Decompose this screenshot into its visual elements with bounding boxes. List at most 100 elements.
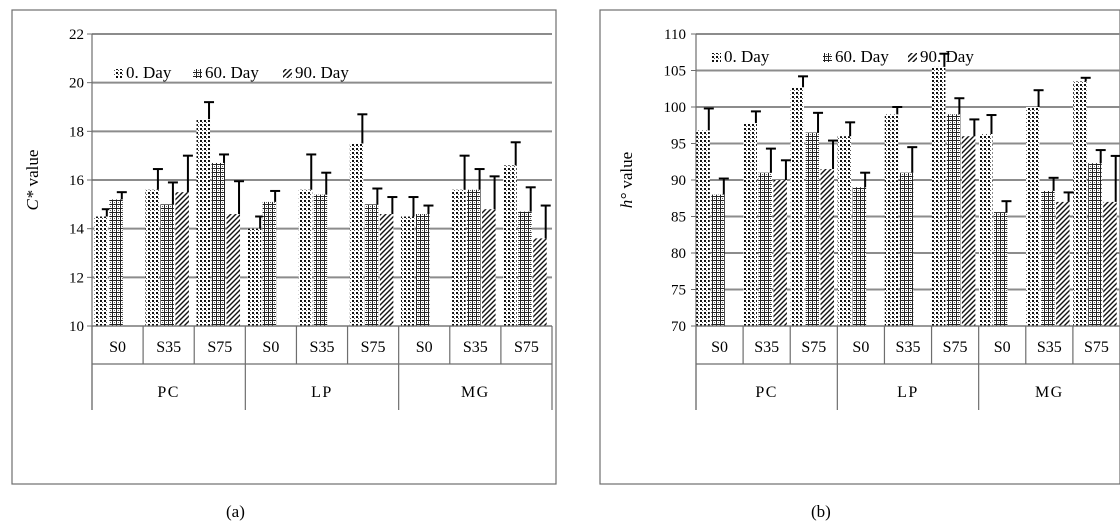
bar (978, 134, 993, 326)
x-tick-label: S0 (109, 339, 126, 356)
y-tick-label: 85 (671, 210, 686, 226)
legend-swatch (712, 53, 721, 62)
y-tick-label: 10 (69, 319, 84, 335)
x-tick-label: S35 (754, 339, 779, 356)
bar (1103, 201, 1117, 326)
bar (247, 228, 262, 326)
legend: 0. Day 60. Day 90. Day (712, 47, 974, 66)
y-tick-label: 80 (671, 246, 686, 262)
bar (415, 214, 430, 326)
bar (482, 209, 496, 326)
bar (790, 87, 805, 326)
bar (533, 238, 547, 326)
bar (298, 189, 313, 326)
group-label: PC (755, 384, 778, 401)
x-tick-label: S75 (207, 339, 232, 356)
x-tick-label: S0 (262, 339, 279, 356)
x-tick-label: S35 (156, 339, 181, 356)
bar (1073, 81, 1087, 326)
y-axis-label: C* value (23, 150, 42, 211)
y-axis-label-symbol: C* (23, 190, 42, 210)
bar (961, 136, 976, 326)
chart-frame (599, 9, 1120, 485)
y-tick-label: 22 (69, 27, 84, 43)
x-tick-label: S35 (310, 339, 335, 356)
group-label: PC (157, 384, 180, 401)
legend-label: 0. Day (126, 63, 172, 82)
bar (145, 189, 159, 326)
bar (518, 211, 532, 326)
x-tick-label: S0 (852, 339, 869, 356)
bar (773, 180, 787, 326)
x-tick-label: S75 (943, 339, 968, 356)
y-tick-label: 20 (69, 76, 84, 92)
y-tick-label: 70 (671, 319, 686, 335)
y-tick-label: 90 (671, 173, 686, 189)
bar (175, 192, 189, 326)
bar (211, 162, 226, 326)
bar (696, 130, 710, 326)
x-tick-label: S0 (416, 339, 433, 356)
legend-swatch (114, 69, 123, 78)
chart-b: 70 75 80 85 90 95 100 105 110 h° value S0 S35 S75 S0 S… (599, 9, 1120, 485)
y-axis-label-symbol: h° (617, 193, 636, 209)
x-tick-label: S0 (994, 339, 1011, 356)
bar (94, 216, 108, 326)
x-tick-label: S75 (514, 339, 539, 356)
bar (884, 114, 899, 326)
bar (852, 187, 867, 326)
bar (837, 136, 852, 326)
x-tick-label: S35 (463, 339, 488, 356)
bar (946, 114, 961, 326)
x-tick-label: S35 (896, 339, 921, 356)
x-tick-label: S75 (801, 339, 826, 356)
bar (349, 143, 364, 326)
y-tick-label: 75 (671, 283, 686, 299)
y-axis-label-text: value (617, 152, 636, 193)
y-tick-label: 105 (664, 64, 687, 80)
bar (226, 214, 241, 326)
bar (400, 216, 415, 326)
bar (1088, 163, 1102, 326)
caption-b: (b) (811, 502, 831, 521)
x-tick-label: S0 (711, 339, 728, 356)
legend-label: 60. Day (835, 47, 889, 66)
legend-label: 90. Day (920, 47, 974, 66)
y-tick-label: 14 (69, 222, 85, 238)
bar (1026, 107, 1040, 326)
legend-label: 60. Day (205, 63, 259, 82)
bar (160, 204, 174, 326)
y-tick-label: 95 (671, 137, 686, 153)
bar (452, 189, 466, 326)
group-label: MG (1035, 384, 1064, 401)
y-axis-label-text: value (23, 150, 42, 191)
y-tick-label: 110 (664, 27, 686, 43)
y-tick-label: 12 (69, 270, 84, 286)
bar (262, 201, 277, 326)
legend-swatch (283, 69, 292, 78)
bar (993, 212, 1008, 326)
legend: 0. Day 60. Day 90. Day (114, 63, 349, 82)
bar (899, 172, 914, 326)
legend-swatch (193, 69, 202, 78)
bar (109, 199, 123, 326)
x-tick-label: S75 (1084, 339, 1109, 356)
bar (931, 66, 946, 326)
y-tick-label: 16 (69, 173, 85, 189)
group-label: MG (461, 384, 490, 401)
group-label: LP (897, 384, 919, 401)
x-tick-label: S75 (361, 339, 386, 356)
bar (1041, 190, 1055, 326)
legend-label: 90. Day (295, 63, 349, 82)
bar (379, 214, 394, 326)
chart-frame (11, 9, 557, 485)
caption-a: (a) (226, 502, 245, 521)
bar (503, 165, 517, 326)
y-tick-label: 100 (664, 100, 687, 116)
bar (805, 132, 820, 326)
y-tick-label: 18 (69, 124, 84, 140)
legend-swatch (823, 53, 832, 62)
bar (313, 194, 328, 326)
bar (467, 189, 481, 326)
